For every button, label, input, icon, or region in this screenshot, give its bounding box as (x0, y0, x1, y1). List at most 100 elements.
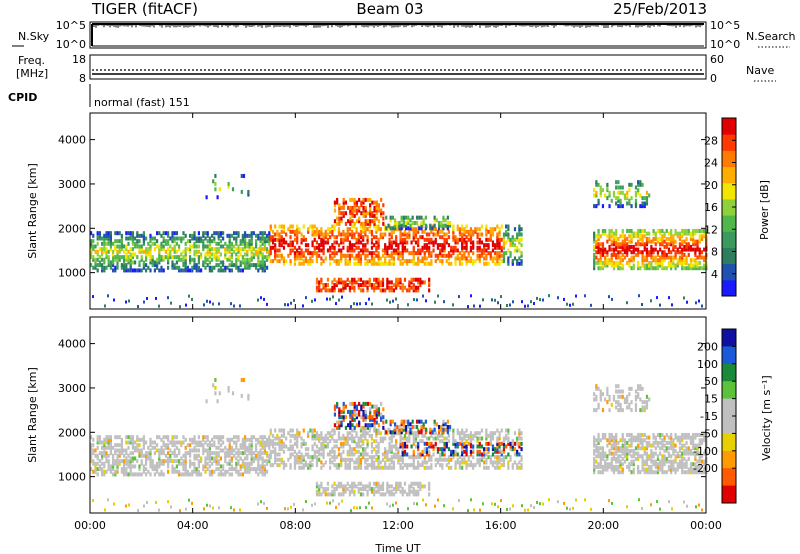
power-cell (322, 248, 325, 253)
power-cell (263, 244, 266, 249)
power-cell (149, 249, 152, 254)
velocity-cell (329, 439, 332, 444)
power-cell (193, 265, 196, 270)
velocity-cell (235, 464, 238, 469)
velocity-cell (351, 481, 354, 486)
velocity-cell (445, 436, 448, 441)
power-cell (386, 245, 389, 250)
power-cell (604, 228, 607, 233)
velocity-cell (452, 439, 455, 444)
power-cell (369, 208, 372, 213)
power-cell (417, 280, 420, 285)
velocity-cell (287, 447, 290, 452)
power-cell (320, 248, 323, 253)
power-cell (120, 255, 123, 260)
power-cell (250, 249, 253, 254)
velocity-cell (269, 431, 272, 436)
power-cell (399, 253, 402, 258)
power-cell (171, 239, 174, 244)
power-cell (645, 201, 649, 206)
power-cell (390, 288, 393, 293)
velocity-cell (390, 447, 393, 452)
power-cell (241, 255, 244, 260)
velocity-cell (233, 435, 236, 440)
power-cell (304, 259, 308, 264)
power-cell (259, 244, 262, 249)
power-cell (278, 224, 281, 229)
velocity-cell (630, 438, 633, 443)
power-cell (392, 256, 396, 261)
power-cell (648, 193, 651, 198)
power-cell (359, 277, 363, 282)
power-cell (351, 229, 354, 234)
velocity-cell (423, 460, 426, 465)
power-cell (331, 285, 334, 290)
velocity-cell (337, 436, 341, 441)
velocity-cell (125, 435, 128, 440)
power-cell (315, 280, 319, 285)
power-cell (355, 229, 358, 234)
power-cell (244, 247, 247, 252)
power-cell (175, 231, 178, 236)
velocity-cell (156, 469, 159, 474)
power-cell (458, 261, 462, 266)
power-cell (246, 263, 249, 268)
velocity-cell (291, 444, 294, 449)
velocity-cell (608, 451, 611, 456)
power-cell (208, 236, 211, 241)
power-cell (621, 266, 624, 271)
power-cell (336, 221, 339, 226)
power-cell (320, 277, 323, 282)
power-cell (496, 235, 499, 240)
power-cell (670, 231, 673, 236)
power-cell (197, 257, 200, 262)
velocity-cell (307, 465, 310, 470)
velocity-cell (162, 461, 165, 466)
power-cell (125, 247, 128, 252)
velocity-cell (419, 487, 422, 492)
velocity-cell (359, 433, 363, 438)
power-cell (250, 231, 253, 236)
velocity-cell (632, 470, 635, 475)
velocity-cell (123, 453, 126, 458)
power-cell (307, 229, 310, 234)
velocity-cell (324, 489, 327, 494)
velocity-cell (315, 484, 319, 489)
power-cell (197, 268, 200, 273)
power-cell (391, 215, 394, 220)
power-cell (324, 229, 327, 234)
power-cell (428, 283, 431, 288)
velocity-cell (147, 451, 150, 456)
power-cell (366, 280, 369, 285)
power-cell (269, 259, 272, 264)
velocity-cell (463, 460, 466, 465)
power-cell (346, 248, 349, 253)
power-cell (430, 229, 433, 234)
power-cell (237, 233, 240, 238)
power-cell (349, 208, 352, 213)
power-cell (101, 241, 104, 246)
velocity-cell (511, 439, 514, 444)
power-cell (494, 227, 497, 232)
power-cell (123, 268, 126, 273)
velocity-cell (634, 446, 638, 451)
velocity-cell (250, 456, 253, 461)
power-cell (685, 236, 688, 241)
power-cell (639, 228, 642, 233)
power-cell (619, 255, 622, 260)
power-cell (375, 261, 378, 266)
power-cell (454, 237, 457, 242)
power-cell (700, 250, 704, 255)
velocity-cell (248, 467, 251, 472)
velocity-cell (230, 467, 233, 472)
velocity-cell (340, 463, 343, 468)
velocity-cell (195, 467, 198, 472)
power-colorbar-swatch (722, 231, 736, 248)
power-cell (269, 237, 272, 242)
velocity-cell (257, 453, 260, 458)
velocity-cell (465, 433, 468, 438)
velocity-cell (476, 444, 479, 449)
power-cell (293, 259, 297, 264)
power-cell (661, 239, 664, 244)
power-cell (255, 239, 258, 244)
